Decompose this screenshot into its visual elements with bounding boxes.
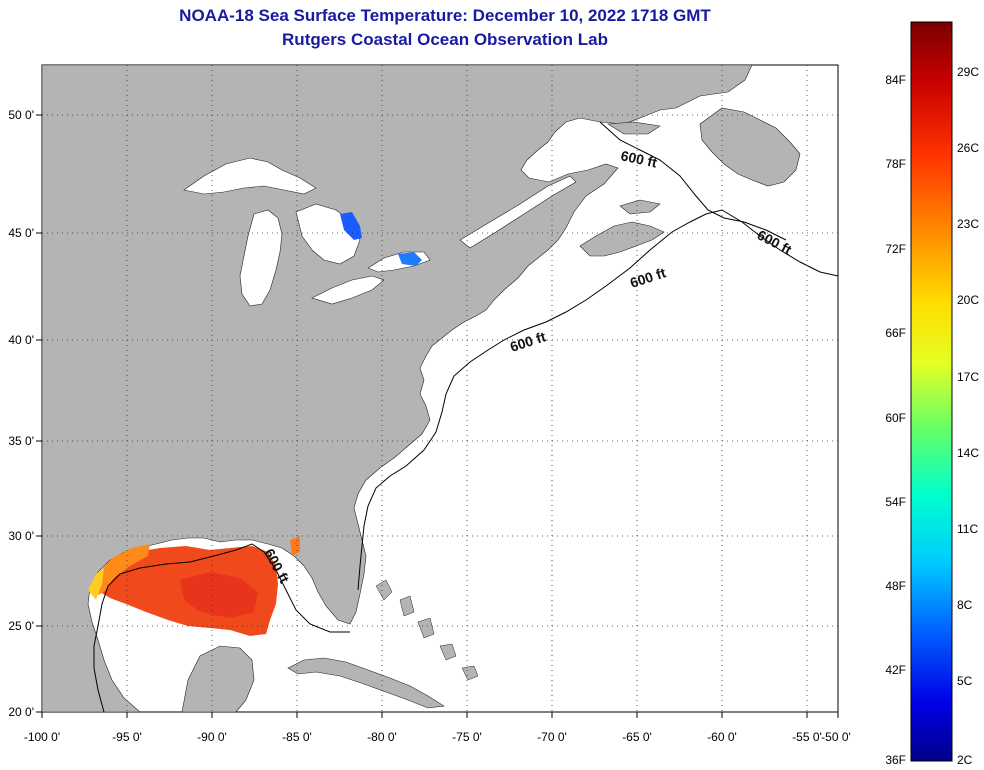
land-bahamas — [375, 579, 479, 681]
contour-label-gulf-st-lawrence: 600 ft — [619, 147, 658, 170]
lat-tick-label: 30 0' — [8, 529, 34, 543]
axis-ticks — [36, 114, 839, 718]
lat-tick-label: 25 0' — [8, 619, 34, 633]
lon-tick-labels: -100 0' -95 0' -90 0' -85 0' -80 0' -75 … — [24, 730, 851, 744]
colorbar-f-label: 66F — [885, 326, 906, 340]
sst-patch-gulf-east — [290, 536, 300, 556]
lon-tick-label: -50 0' — [821, 730, 851, 744]
land-nova-scotia — [579, 221, 665, 257]
colorbar-c-label: 14C — [957, 446, 979, 460]
lon-tick-label: -60 0' — [707, 730, 737, 744]
lake-erie — [311, 275, 385, 305]
colorbar-f-label: 36F — [885, 753, 906, 767]
lat-tick-label: 40 0' — [8, 333, 34, 347]
land-north-america — [42, 65, 753, 712]
land-newfoundland — [699, 107, 801, 187]
colorbar-c-labels: 29C 26C 23C 20C 17C 14C 11C 8C 5C 2C — [957, 65, 979, 767]
lon-tick-label: -90 0' — [197, 730, 227, 744]
land-pei — [619, 199, 661, 215]
lon-tick-label: -75 0' — [452, 730, 482, 744]
lat-tick-label: 35 0' — [8, 434, 34, 448]
colorbar-f-labels: 84F 78F 72F 66F 60F 54F 48F 42F 36F — [885, 73, 906, 767]
colorbar-f-label: 54F — [885, 495, 906, 509]
isobath-600ft-grandbanks — [599, 121, 787, 241]
lat-tick-label: 50 0' — [8, 108, 34, 122]
isobath-600ft-atlantic — [357, 209, 838, 591]
land-anticosti — [607, 121, 661, 135]
colorbar-f-label: 78F — [885, 157, 906, 171]
colorbar-c-label: 20C — [957, 293, 979, 307]
lat-tick-label: 20 0' — [8, 705, 34, 719]
lon-tick-label: -80 0' — [367, 730, 397, 744]
colorbar-f-label: 48F — [885, 579, 906, 593]
colorbar-f-label: 42F — [885, 663, 906, 677]
colorbar-c-label: 5C — [957, 674, 973, 688]
colorbar-c-label: 17C — [957, 370, 979, 384]
land-cuba — [287, 657, 445, 709]
sst-patch-georgian-bay — [340, 212, 362, 240]
land-yucatan — [181, 645, 255, 712]
colorbar-c-label: 11C — [957, 522, 978, 536]
sst-patch-gulf-coast-warm — [96, 544, 150, 596]
colorbar-c-label: 26C — [957, 141, 979, 155]
sst-patch-lake-ontario — [398, 252, 422, 266]
map-subtitle: Rutgers Coastal Ocean Observation Lab — [282, 30, 608, 49]
lake-michigan — [239, 209, 283, 307]
lake-superior — [183, 157, 317, 195]
colorbar-c-label: 23C — [957, 217, 979, 231]
colorbar — [910, 21, 953, 762]
colorbar-c-label: 29C — [957, 65, 979, 79]
sst-patch-gulf-shelf-yellow — [88, 568, 104, 600]
map-title: NOAA-18 Sea Surface Temperature: Decembe… — [179, 6, 711, 25]
lat-tick-labels: 50 0' 45 0' 40 0' 35 0' 30 0' 25 0' 20 0… — [8, 108, 34, 719]
lon-tick-label: -85 0' — [282, 730, 312, 744]
lon-tick-label: -55 0' — [792, 730, 822, 744]
lon-tick-label: -95 0' — [112, 730, 142, 744]
colorbar-c-label: 2C — [957, 753, 973, 767]
colorbar-f-label: 60F — [885, 411, 906, 425]
sst-patch-gulf-deep — [180, 572, 258, 618]
lon-tick-label: -65 0' — [622, 730, 652, 744]
isobath-600ft-gulf — [93, 543, 350, 712]
st-lawrence-estuary — [459, 175, 577, 249]
colorbar-f-label: 84F — [885, 73, 906, 87]
lon-tick-label: -100 0' — [24, 730, 60, 744]
lon-tick-label: -70 0' — [537, 730, 567, 744]
lat-tick-label: 45 0' — [8, 226, 34, 240]
colorbar-c-label: 8C — [957, 598, 973, 612]
colorbar-f-label: 72F — [885, 242, 906, 256]
